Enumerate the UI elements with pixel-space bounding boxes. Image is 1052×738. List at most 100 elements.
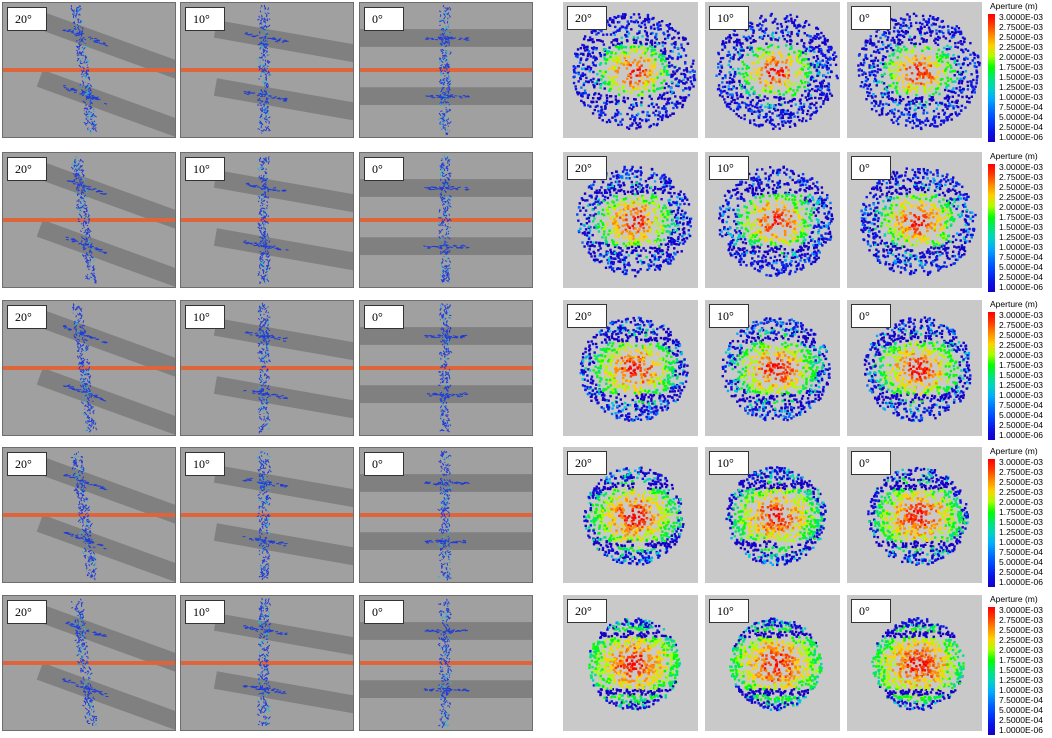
wellbore-line	[360, 218, 532, 222]
fracture-stroke	[445, 645, 447, 649]
fracture-stroke	[443, 636, 447, 640]
fracture-stroke	[89, 697, 93, 701]
fracture-stroke	[438, 224, 441, 227]
fracture-stroke	[438, 553, 442, 557]
fracture-stroke	[262, 277, 266, 280]
fracture-stroke	[103, 341, 107, 343]
fracture-stroke	[442, 276, 446, 280]
fracture-stroke	[441, 327, 445, 330]
fracture-stroke	[446, 12, 449, 16]
fracture-stroke	[261, 109, 264, 112]
fracture-stroke	[263, 279, 265, 282]
fracture-stroke	[263, 280, 266, 283]
fracture-stroke	[84, 187, 87, 190]
fracture-stroke	[86, 263, 89, 268]
fracture-stroke	[265, 569, 268, 573]
fracture-stroke	[250, 243, 254, 245]
fracture-stroke	[440, 167, 444, 172]
fracture-stroke	[84, 92, 87, 95]
fracture-stroke	[464, 37, 468, 40]
fracture-stroke	[440, 340, 443, 343]
fracture-stroke	[268, 684, 271, 688]
fracture-stroke	[254, 242, 259, 245]
fracture-stroke	[265, 676, 268, 680]
angle-label: 20°	[7, 600, 47, 624]
fracture-stroke	[267, 246, 271, 250]
fracture-stroke	[77, 503, 81, 506]
fracture-stroke	[76, 32, 80, 35]
fracture-stroke	[90, 337, 94, 339]
fracture-stroke	[258, 377, 261, 380]
fracture-stroke	[80, 32, 84, 35]
fracture-stroke	[444, 615, 448, 619]
fracture-stroke	[264, 523, 267, 526]
fracture-stroke	[260, 697, 262, 700]
fracture-stroke	[447, 325, 450, 328]
side-view-drawing	[360, 303, 532, 433]
fracture-stroke	[257, 469, 260, 472]
angle-label: 20°	[7, 157, 47, 181]
fracture-stroke	[260, 193, 263, 196]
fracture-stroke	[81, 382, 84, 384]
fracture-stroke	[445, 414, 448, 416]
fracture-stroke	[264, 654, 267, 658]
fracture-stroke	[265, 700, 267, 703]
aperture-cell	[667, 85, 670, 88]
fracture-stroke	[261, 477, 265, 481]
fracture-stroke	[277, 97, 281, 100]
fracture-stroke	[266, 55, 269, 57]
fracture-stroke	[83, 500, 85, 503]
side-view-panel: 0°	[359, 595, 533, 731]
fracture-stroke	[449, 424, 452, 427]
fracture-stroke	[445, 693, 448, 696]
fracture-stroke	[63, 385, 67, 387]
fracture-stroke	[266, 392, 270, 395]
aperture-cell	[614, 112, 617, 116]
fracture-stroke	[439, 661, 441, 663]
fracture-stroke	[268, 259, 271, 263]
fracture-stroke	[448, 393, 452, 396]
fracture-stroke	[262, 343, 265, 346]
fracture-stroke	[438, 247, 443, 250]
fracture-stroke	[87, 77, 91, 80]
fracture-stroke	[447, 537, 450, 541]
fracture-stroke	[448, 464, 451, 467]
fracture-stroke	[266, 33, 268, 35]
fracture-stroke	[441, 506, 443, 508]
fracture-stroke	[271, 37, 275, 40]
fracture-stroke	[75, 320, 77, 322]
fracture-stroke	[71, 607, 74, 609]
fracture-stroke	[262, 261, 265, 264]
fracture-stroke	[82, 518, 84, 522]
fracture-stroke	[82, 664, 84, 667]
fracture-stroke	[263, 682, 266, 685]
fracture-stroke	[445, 723, 448, 726]
fracture-stroke	[260, 604, 262, 608]
fracture-stroke	[265, 659, 269, 663]
fracture-stroke	[80, 470, 84, 475]
fracture-stroke	[85, 113, 89, 116]
fracture-stroke	[76, 455, 80, 458]
fracture-stroke	[90, 719, 93, 722]
fracture-stroke	[261, 177, 265, 181]
fracture-stroke	[441, 174, 444, 178]
fracture-stroke	[259, 675, 263, 679]
fracture-stroke	[82, 476, 85, 479]
fracture-stroke	[79, 346, 82, 349]
fracture-stroke	[89, 525, 92, 528]
fracture-stroke	[262, 54, 266, 57]
fracture-stroke	[447, 347, 449, 351]
fracture-stroke	[266, 50, 268, 53]
fracture-stroke	[455, 188, 459, 191]
fracture-stroke	[78, 469, 81, 472]
fracture-stroke	[444, 673, 446, 677]
fracture-stroke	[266, 517, 270, 520]
fracture-stroke	[264, 220, 267, 224]
fracture-stroke	[86, 573, 89, 577]
fracture-stroke	[259, 430, 263, 433]
fracture-stroke	[80, 360, 84, 365]
fracture-stroke	[80, 240, 83, 243]
fracture-stroke	[447, 341, 450, 345]
fracture-stroke	[440, 88, 443, 93]
fracture-stroke	[88, 188, 92, 191]
